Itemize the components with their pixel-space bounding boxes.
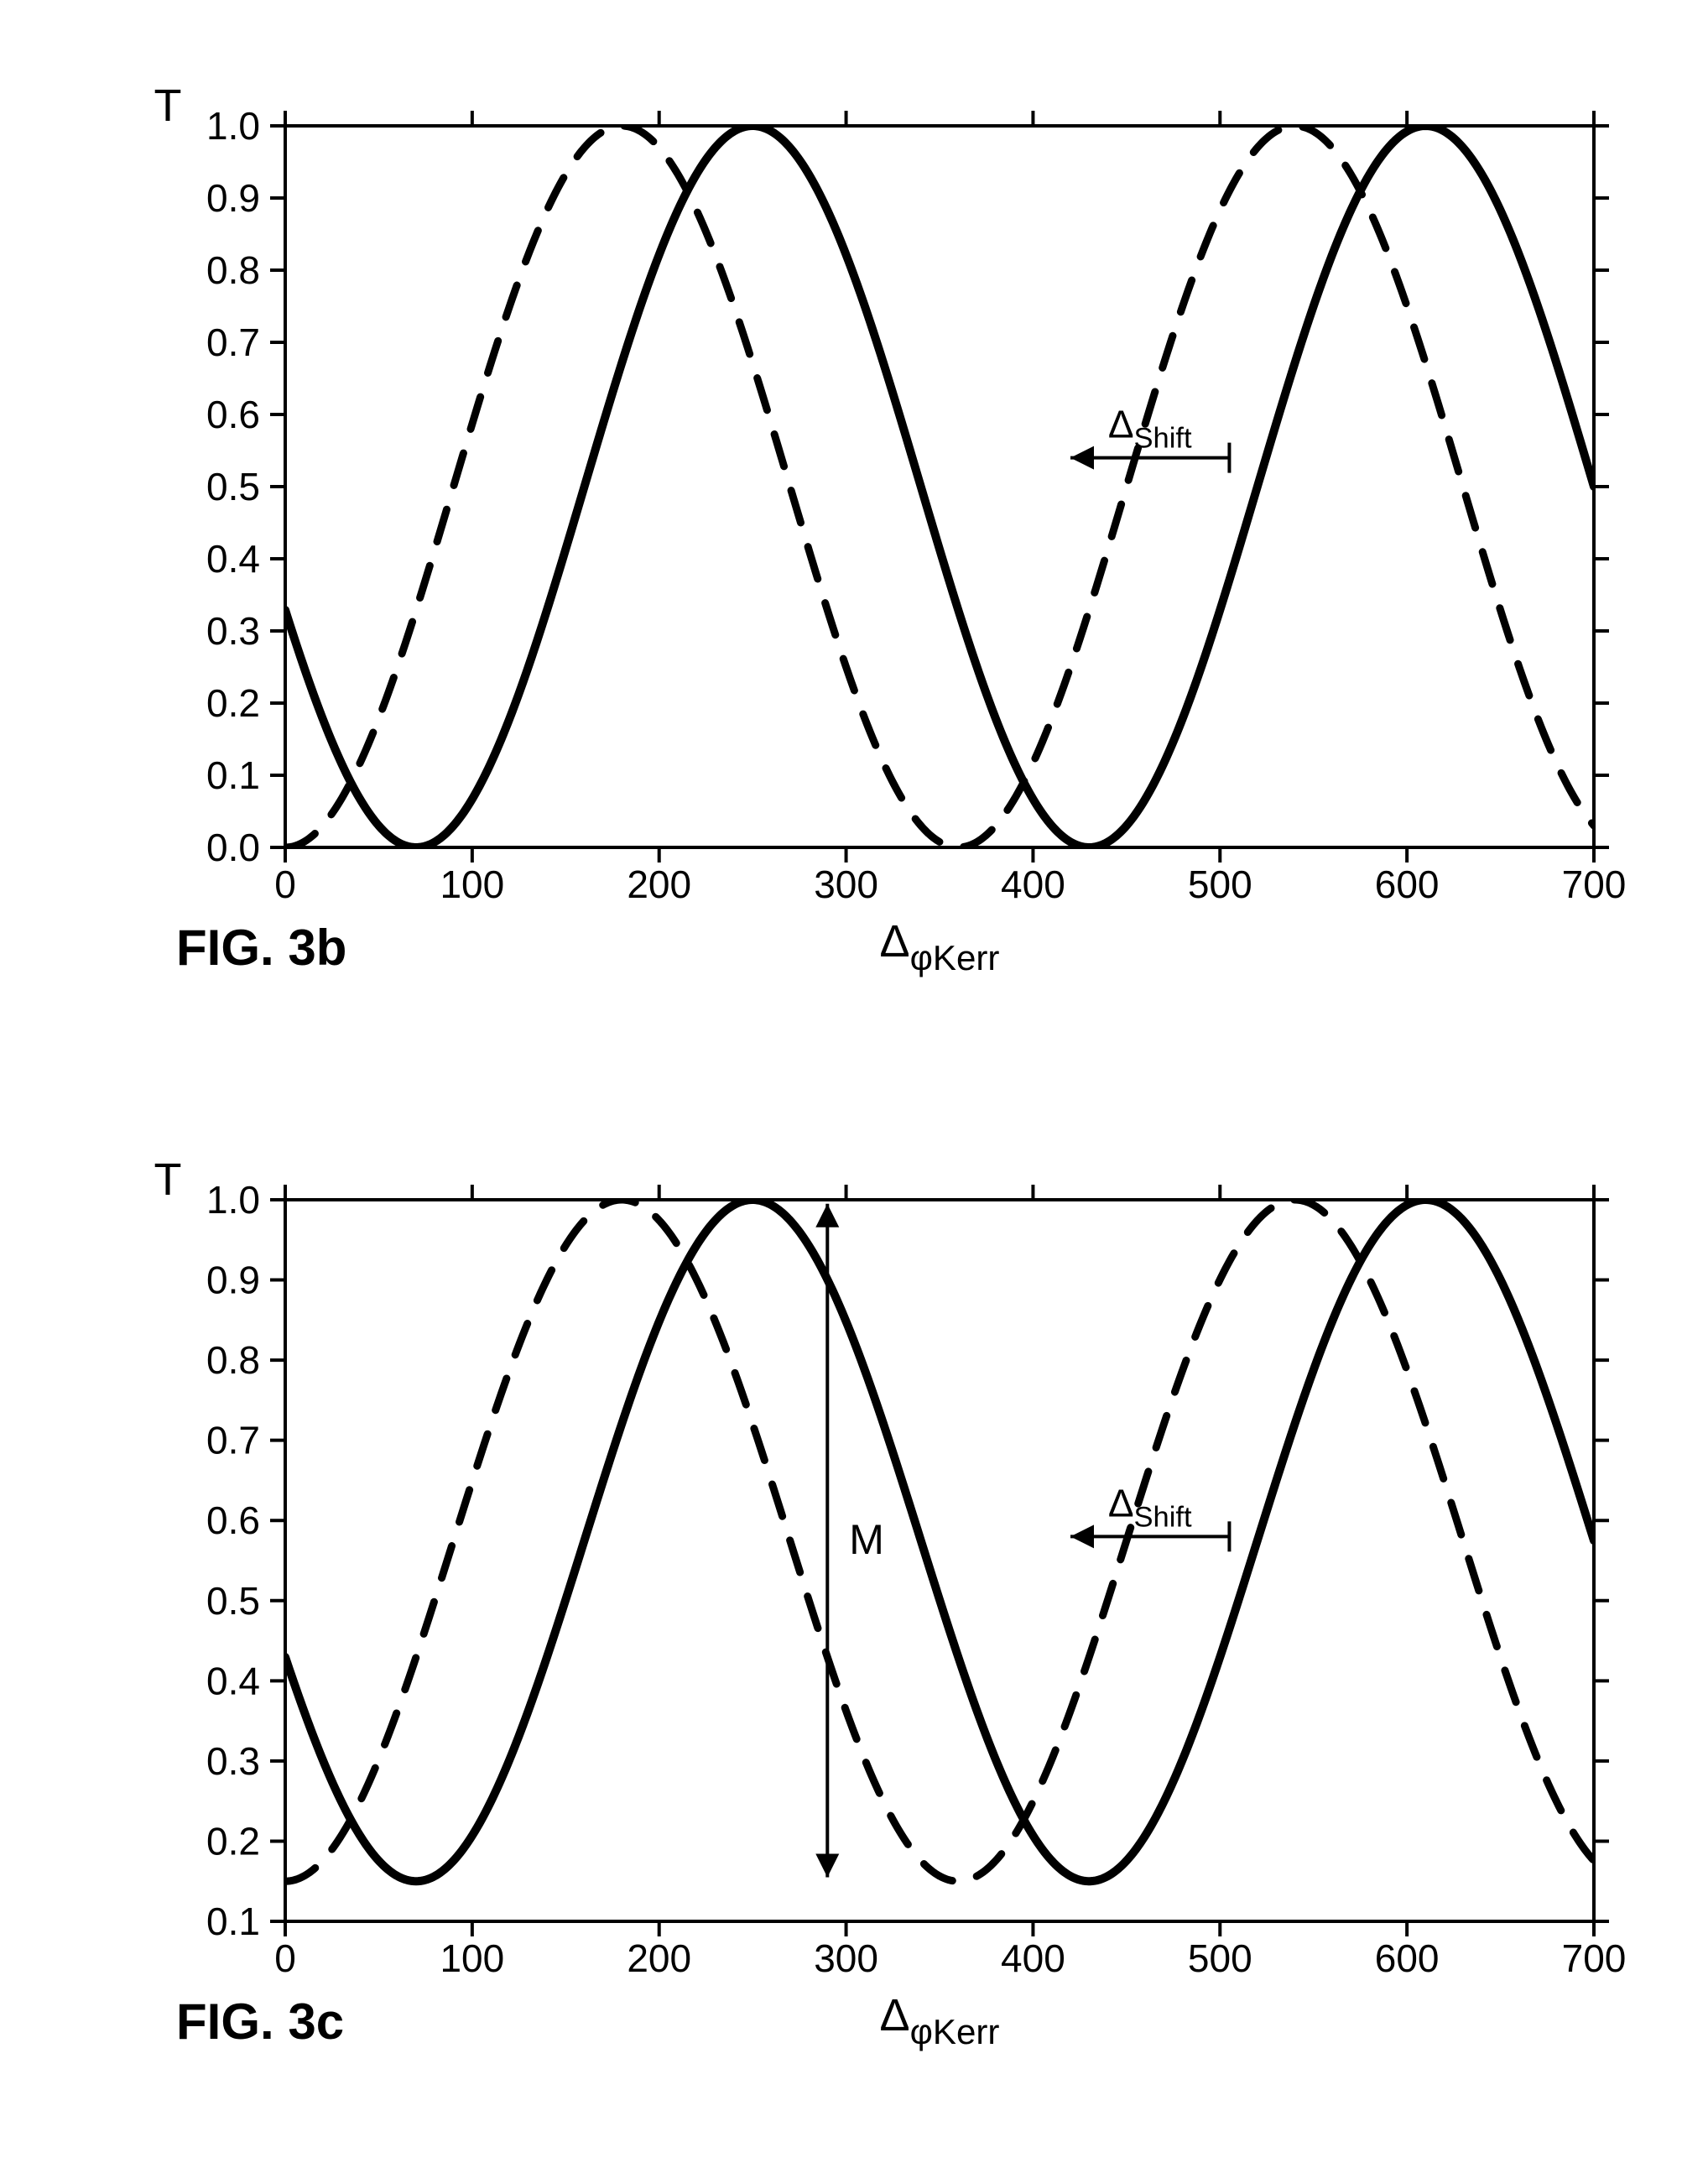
- m-label: M: [849, 1516, 884, 1563]
- y-tick-label: 0.0: [206, 826, 260, 869]
- curve-dashed: [285, 1200, 1594, 1881]
- y-tick-label: 0.4: [206, 537, 260, 581]
- shift-label: ΔShift: [1108, 1481, 1192, 1533]
- x-tick-label: 100: [440, 1936, 504, 1980]
- y-tick-label: 0.6: [206, 1498, 260, 1542]
- x-tick-label: 300: [814, 863, 878, 906]
- y-tick-label: 0.8: [206, 1338, 260, 1382]
- y-tick-label: 0.9: [206, 1259, 260, 1302]
- x-axis-label: ΔφKerr: [880, 1990, 1000, 2051]
- y-tick-label: 1.0: [206, 104, 260, 148]
- curve-solid: [285, 1200, 1594, 1881]
- x-tick-label: 400: [1001, 863, 1065, 906]
- y-tick-label: 0.1: [206, 1900, 260, 1943]
- y-tick-label: 0.7: [206, 321, 260, 364]
- y-tick-label: 0.9: [206, 176, 260, 220]
- y-tick-label: 0.4: [206, 1659, 260, 1702]
- figure-label: FIG. 3c: [176, 1993, 344, 2050]
- x-tick-label: 500: [1188, 863, 1252, 906]
- x-tick-label: 700: [1562, 863, 1627, 906]
- y-tick-label: 0.5: [206, 465, 260, 508]
- x-tick-label: 600: [1375, 863, 1440, 906]
- x-tick-label: 200: [627, 863, 691, 906]
- figure-label: FIG. 3b: [176, 920, 346, 976]
- y-tick-label: 1.0: [206, 1178, 260, 1222]
- y-tick-label: 0.3: [206, 1739, 260, 1783]
- y-tick-label: 0.6: [206, 393, 260, 436]
- x-tick-label: 0: [274, 863, 296, 906]
- figure-3c-panel: 0.1 0.2 0.3 0.4 0.5 0.6 0.7 0.8 0.9 1.0 0 100 200 300…: [67, 1149, 1641, 2081]
- figure-3b-panel: 0.0 0.1 0.2 0.3 0.4 0.5 0.6 0.7 0.8 0.9 1.0 0 100 200…: [67, 76, 1641, 1007]
- x-tick-label: 600: [1375, 1936, 1440, 1980]
- x-tick-label: 400: [1001, 1936, 1065, 1980]
- x-tick-label: 0: [274, 1936, 296, 1980]
- figure-3b-svg: 0.0 0.1 0.2 0.3 0.4 0.5 0.6 0.7 0.8 0.9 1.0 0 100 200…: [67, 76, 1641, 1007]
- curve-solid: [285, 126, 1594, 847]
- x-axis-label: ΔφKerr: [880, 916, 1000, 977]
- x-tick-label: 700: [1562, 1936, 1627, 1980]
- y-tick-label: 0.7: [206, 1419, 260, 1462]
- y-tick-label: 0.3: [206, 609, 260, 653]
- y-tick-label: 0.2: [206, 681, 260, 725]
- figure-3c-svg: 0.1 0.2 0.3 0.4 0.5 0.6 0.7 0.8 0.9 1.0 0 100 200 300…: [67, 1149, 1641, 2081]
- y-tick-label: 0.5: [206, 1579, 260, 1623]
- y-tick-label: 0.2: [206, 1819, 260, 1863]
- x-tick-label: 100: [440, 863, 504, 906]
- y-tick-label: 0.1: [206, 753, 260, 797]
- y-axis-label: T: [154, 1154, 182, 1205]
- y-tick-label: 0.8: [206, 248, 260, 292]
- y-axis-label: T: [154, 81, 182, 131]
- x-tick-label: 200: [627, 1936, 691, 1980]
- x-tick-label: 500: [1188, 1936, 1252, 1980]
- x-tick-label: 300: [814, 1936, 878, 1980]
- curve-dashed: [285, 126, 1594, 847]
